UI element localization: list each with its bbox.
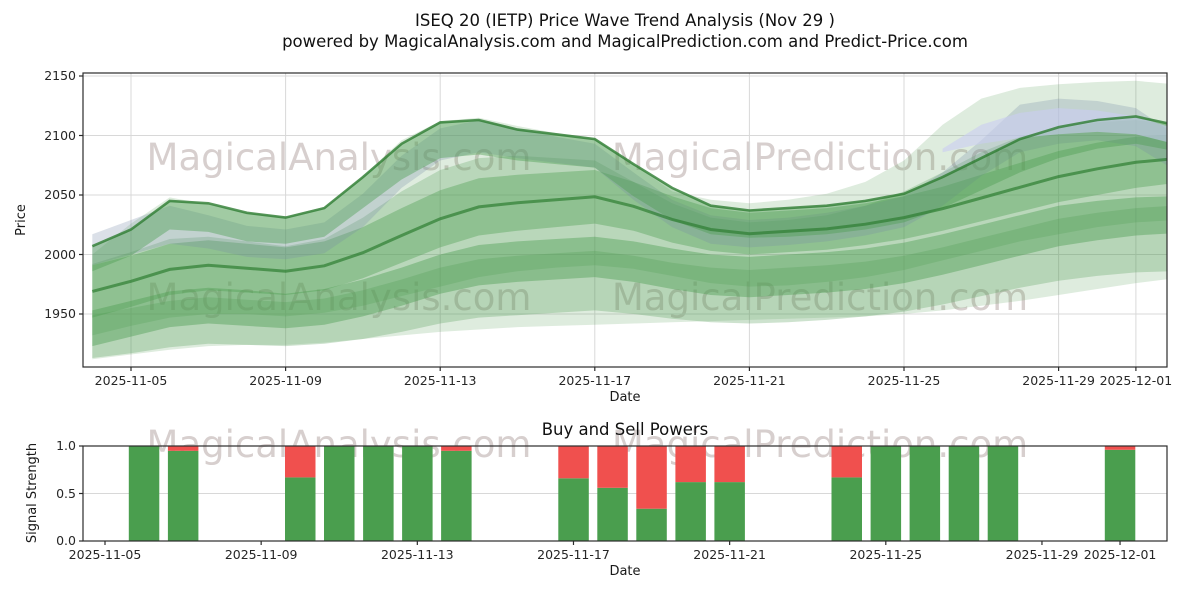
buy-bar-segment bbox=[1104, 449, 1136, 541]
buy-bar-segment bbox=[285, 477, 316, 541]
figure-title: ISEQ 20 (IETP) Price Wave Trend Analysis… bbox=[415, 11, 835, 30]
powers-x-tick-label: 2025-11-13 bbox=[380, 547, 454, 562]
price-plot-frame bbox=[82, 72, 1168, 368]
buy-bar-segment bbox=[441, 450, 472, 541]
price-x-tick-label: 2025-11-17 bbox=[558, 373, 632, 388]
sell-bar-segment bbox=[1104, 446, 1136, 450]
powers-x-tick-label: 2025-11-17 bbox=[537, 547, 610, 562]
price-y-tick-label: 1950 bbox=[44, 306, 76, 321]
price-bands-layer bbox=[91, 80, 1167, 360]
powers-xaxis-label: Date bbox=[609, 564, 641, 579]
powers-chart-title: Buy and Sell Powers bbox=[541, 420, 709, 439]
buy-bar-segment bbox=[324, 446, 355, 541]
powers-x-tick-label: 2025-11-25 bbox=[849, 547, 923, 562]
buy-bar-segment bbox=[675, 482, 706, 541]
price-y-tick-label: 2000 bbox=[44, 246, 76, 262]
price-band-slate-band bbox=[92, 98, 1167, 266]
trend-line-upper bbox=[91, 115, 1167, 248]
buy-bar-segment bbox=[909, 446, 941, 541]
watermark-analysis-mid: MagicalAnalysis.com bbox=[146, 276, 532, 319]
sell-bar-segment bbox=[558, 446, 589, 479]
powers-bars-layer bbox=[128, 446, 1136, 541]
figure-subtitle: powered by MagicalAnalysis.com and Magic… bbox=[282, 32, 968, 51]
powers-x-tick-label: 2025-11-21 bbox=[693, 547, 766, 562]
sell-bar-segment bbox=[441, 446, 472, 451]
price-x-tick-label: 2025-11-29 bbox=[1022, 373, 1095, 388]
trend-line-mid bbox=[91, 157, 1167, 293]
sell-bar-segment bbox=[675, 446, 706, 483]
price-x-tick-label: 2025-12-01 bbox=[1099, 373, 1173, 388]
powers-y-tick-label: 0.5 bbox=[56, 485, 76, 501]
price-band-bottom-light-band bbox=[92, 206, 1167, 358]
buy-bar-segment bbox=[831, 477, 862, 541]
buy-bar-segment bbox=[597, 487, 628, 541]
powers-x-tick-label: 2025-12-01 bbox=[1083, 547, 1157, 562]
buy-bar-segment bbox=[167, 450, 199, 541]
sell-bar-segment bbox=[597, 446, 628, 488]
sell-bar-segment bbox=[167, 446, 199, 451]
powers-x-tick-label: 2025-11-05 bbox=[68, 547, 142, 562]
price-y-tick-label: 2100 bbox=[44, 127, 76, 143]
price-x-tick-label: 2025-11-13 bbox=[403, 373, 477, 388]
price-x-tick-label: 2025-11-21 bbox=[713, 373, 786, 388]
price-band-wide-mid-band bbox=[92, 120, 1167, 336]
sell-bar-segment bbox=[831, 446, 862, 478]
price-xaxis-label: Date bbox=[609, 390, 641, 405]
powers-x-tick-label: 2025-11-29 bbox=[1005, 547, 1079, 562]
buy-bar-segment bbox=[870, 446, 902, 541]
buy-bar-segment bbox=[402, 446, 433, 541]
price-y-tick-label: 2150 bbox=[44, 68, 76, 83]
buy-bar-segment bbox=[363, 446, 394, 541]
price-y-tick-label: 2050 bbox=[44, 187, 76, 202]
buy-bar-segment bbox=[558, 478, 589, 541]
sell-bar-segment bbox=[636, 446, 667, 509]
watermark-prediction-mid: MagicalPrediction.com bbox=[611, 276, 1029, 319]
buy-bar-segment bbox=[948, 446, 980, 541]
powers-x-tick-label: 2025-11-09 bbox=[224, 547, 298, 562]
price-x-tick-label: 2025-11-09 bbox=[249, 373, 322, 388]
price-x-tick-label: 2025-11-05 bbox=[94, 373, 168, 388]
sell-bar-segment bbox=[285, 446, 316, 478]
buy-bar-segment bbox=[987, 446, 1019, 541]
price-band-outer-envelope bbox=[92, 80, 1167, 360]
price-band-low-band bbox=[92, 196, 1167, 347]
powers-y-tick-label: 1.0 bbox=[56, 438, 76, 453]
buy-bar-segment bbox=[636, 508, 667, 541]
buy-bar-segment bbox=[128, 446, 160, 541]
buy-bar-segment bbox=[714, 482, 745, 541]
powers-y-tick-label: 0.0 bbox=[56, 533, 76, 548]
price-band-mid-band bbox=[92, 134, 1167, 318]
sell-bar-segment bbox=[714, 446, 745, 483]
watermark-analysis-top: MagicalAnalysis.com bbox=[146, 136, 532, 179]
price-x-tick-label: 2025-11-25 bbox=[867, 373, 941, 388]
